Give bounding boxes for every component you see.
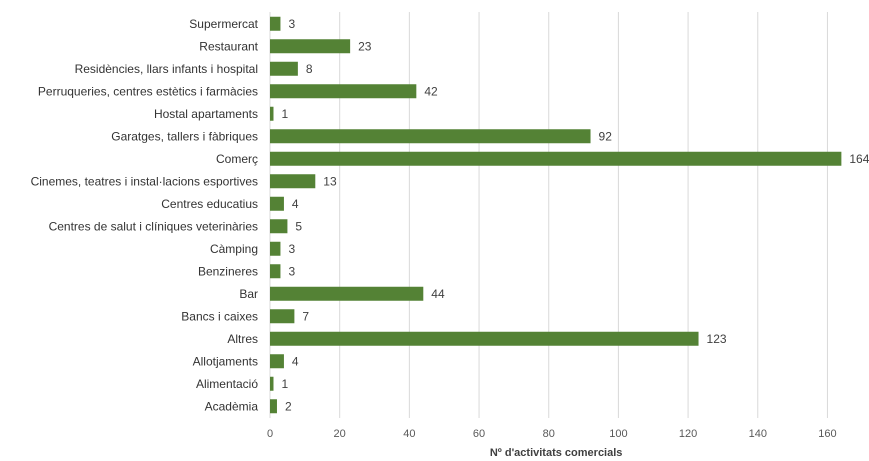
gridlines [269,12,828,418]
x-tick-label: 140 [749,428,767,440]
category-label: Comerç [216,152,258,166]
bar [270,354,284,369]
x-tick-label: 20 [334,428,346,440]
x-axis-ticks: 0 20 40 60 80 100 120 140 160 [267,428,837,440]
value-label: 1 [281,107,288,121]
category-label: Restaurant [199,39,258,53]
x-axis-title: Nº d'activitats comercials [490,447,623,459]
bar [270,309,295,324]
x-tick-label: 60 [473,428,485,440]
value-label: 23 [358,39,372,53]
category-label: Benzineres [198,264,258,278]
value-label: 7 [302,309,309,323]
value-label: 92 [599,129,613,143]
category-label: Bancs i caixes [181,309,258,323]
bar [270,16,281,31]
category-label: Centres de salut i clíniques veterinàrie… [49,219,258,233]
value-label: 164 [849,152,869,166]
bar [270,219,288,234]
x-tick-label: 160 [818,428,836,440]
bar [270,286,424,301]
x-tick-label: 100 [609,428,627,440]
category-label: Allotjaments [193,354,258,368]
bar [270,376,274,391]
category-label: Altres [227,332,258,346]
category-label: Centres educatius [161,197,258,211]
bar [270,129,591,144]
category-label: Residències, llars infants i hospital [75,62,258,76]
bar [270,241,281,256]
category-label: Supermercat [189,17,258,31]
category-label: Bar [239,287,258,301]
category-label: Hostal apartaments [154,107,258,121]
value-label: 4 [292,354,299,368]
x-tick-label: 40 [403,428,415,440]
x-tick-label: 0 [267,428,273,440]
x-tick-label: 80 [543,428,555,440]
bar [270,151,842,166]
value-label: 42 [424,84,438,98]
value-label: 2 [285,399,292,413]
value-label: 13 [323,174,337,188]
value-label: 3 [288,242,295,256]
bar [270,106,274,121]
value-label: 3 [288,264,295,278]
x-tick-label: 120 [679,428,697,440]
category-label: Càmping [210,242,258,256]
bar [270,84,417,99]
value-label: 123 [707,332,727,346]
bar [270,39,351,54]
value-label: 8 [306,62,313,76]
bar [270,264,281,279]
category-label: Garatges, tallers i fàbriques [111,129,258,143]
value-label: 1 [281,377,288,391]
bars [270,16,842,414]
category-label: Alimentació [196,377,258,391]
bar [270,174,316,189]
category-label: Acadèmia [205,399,259,413]
bar [270,399,277,414]
category-label: Perruqueries, centres estètics i farmàci… [38,84,258,98]
value-label: 44 [431,287,445,301]
value-label: 5 [295,219,302,233]
category-label: Cinemes, teatres i instal·lacions esport… [31,174,258,188]
bar [270,196,284,211]
value-label: 4 [292,197,299,211]
bar [270,61,298,76]
category-labels: Supermercat Restaurant Residències, llars … [31,17,259,414]
bar [270,331,699,346]
value-label: 3 [288,17,295,31]
